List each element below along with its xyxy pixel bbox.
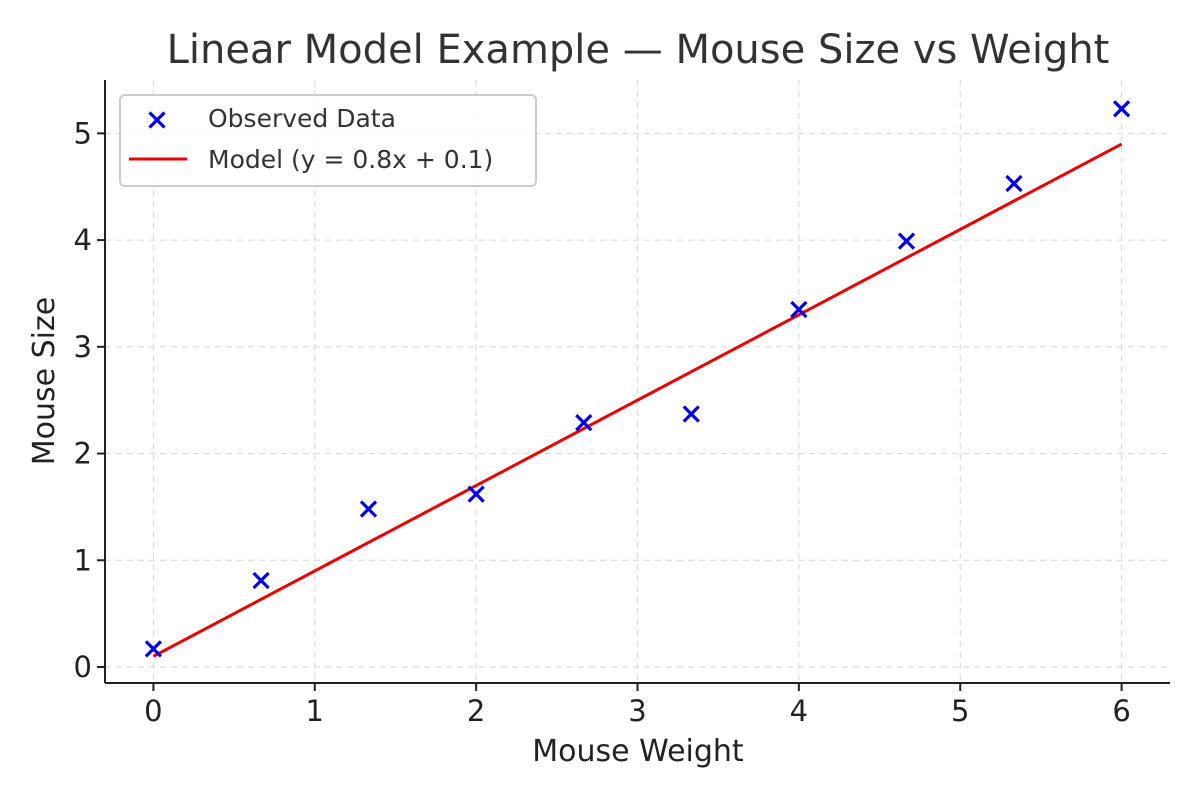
grid xyxy=(105,80,1170,683)
data-point-4 xyxy=(575,413,593,432)
y-tick-label-3: 3 xyxy=(74,330,92,364)
x-tick-label-6: 6 xyxy=(1112,694,1130,728)
data-point-2 xyxy=(359,500,378,518)
chart-title: Linear Model Example — Mouse Size vs Wei… xyxy=(167,27,1110,73)
data-point-7 xyxy=(897,232,916,250)
y-tick-label-0: 0 xyxy=(74,650,92,684)
axes xyxy=(97,80,1170,691)
legend-marker-observed-data xyxy=(148,111,166,129)
x-axis-label: Mouse Weight xyxy=(532,734,744,769)
model-line-layer xyxy=(152,142,1123,658)
legend-box xyxy=(119,94,537,187)
legend-label-model: Model (y = 0.8x + 0.1) xyxy=(208,145,493,174)
model-line xyxy=(152,142,1123,658)
data-point-8 xyxy=(1005,174,1023,193)
y-tick-label-5: 5 xyxy=(74,116,92,150)
data-point-1 xyxy=(252,571,270,590)
data-point-5 xyxy=(682,405,700,423)
data-point-9 xyxy=(1112,100,1131,118)
data-point-3 xyxy=(467,485,485,503)
x-tick-label-0: 0 xyxy=(144,694,162,728)
data-point-6 xyxy=(790,300,808,319)
x-tick-label-1: 1 xyxy=(306,694,324,728)
legend-x-marker xyxy=(148,111,166,129)
y-axis-label: Mouse Size xyxy=(27,297,62,465)
y-tick-label-1: 1 xyxy=(74,543,92,577)
legend: Observed Data Model (y = 0.8x + 0.1) xyxy=(119,94,537,187)
y-tick-label-2: 2 xyxy=(74,437,92,471)
x-tick-label-2: 2 xyxy=(467,694,485,728)
x-tick-label-5: 5 xyxy=(951,694,969,728)
y-tick-label-4: 4 xyxy=(74,223,92,257)
legend-label-observed-data: Observed Data xyxy=(208,104,396,133)
data-point-0 xyxy=(144,640,163,658)
x-tick-label-4: 4 xyxy=(790,694,808,728)
tick-labels: 0 1 2 3 4 5 6 0 1 2 3 4 5 xyxy=(74,116,1131,728)
x-tick-label-3: 3 xyxy=(628,694,646,728)
data-points xyxy=(144,100,1131,658)
